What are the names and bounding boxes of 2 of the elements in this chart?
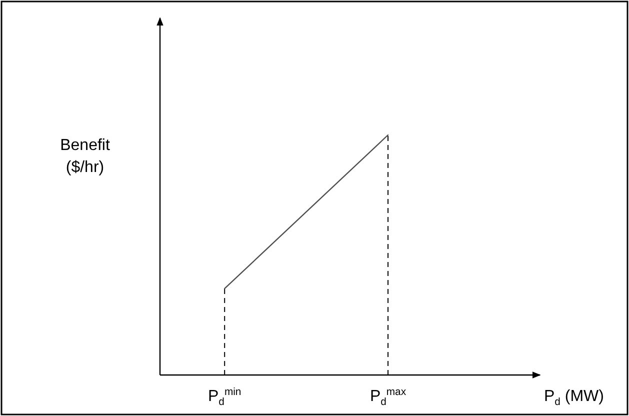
x-axis-title: P$_{d}$ (MW) [544, 388, 604, 408]
y-axis-title: Benefit ($/hr) [60, 137, 110, 176]
